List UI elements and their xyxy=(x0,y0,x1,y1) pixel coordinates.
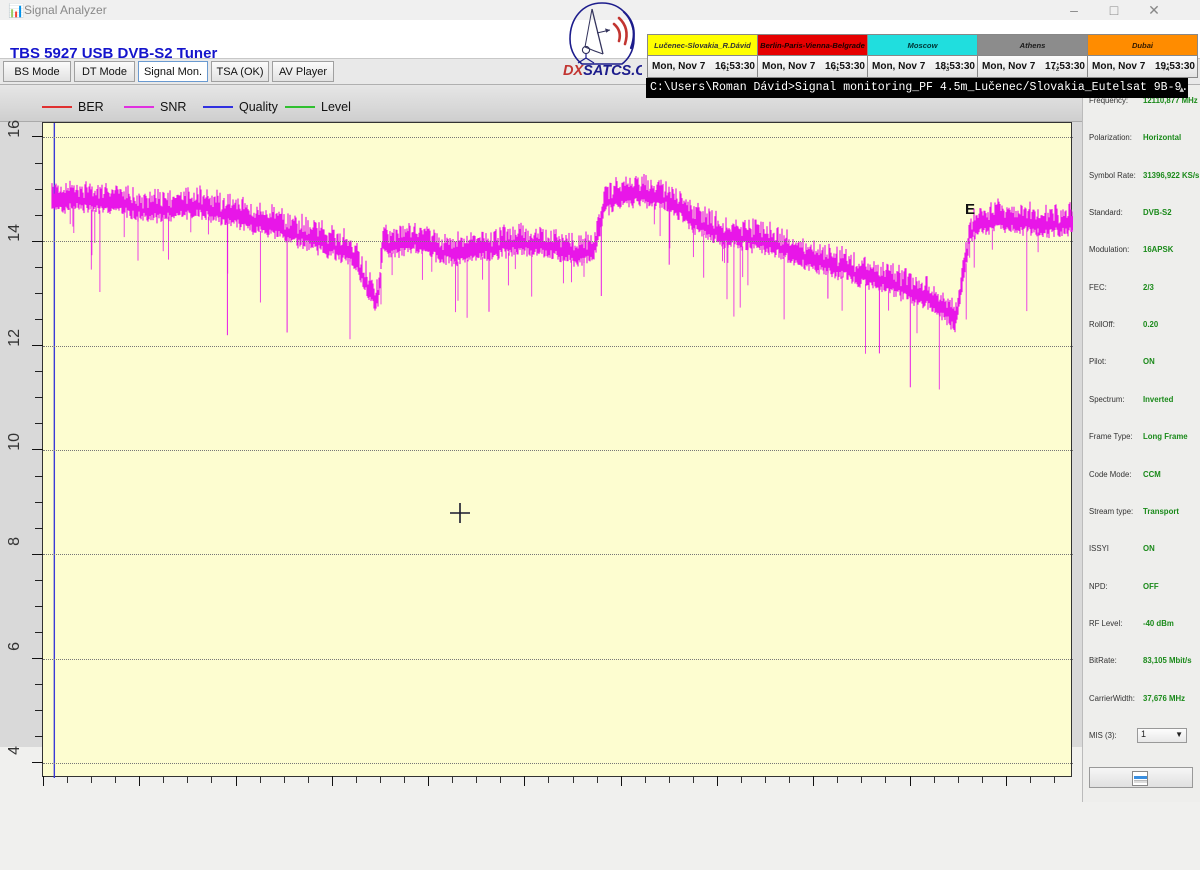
svg-text:DXSATCS.COM: DXSATCS.COM xyxy=(563,63,642,79)
